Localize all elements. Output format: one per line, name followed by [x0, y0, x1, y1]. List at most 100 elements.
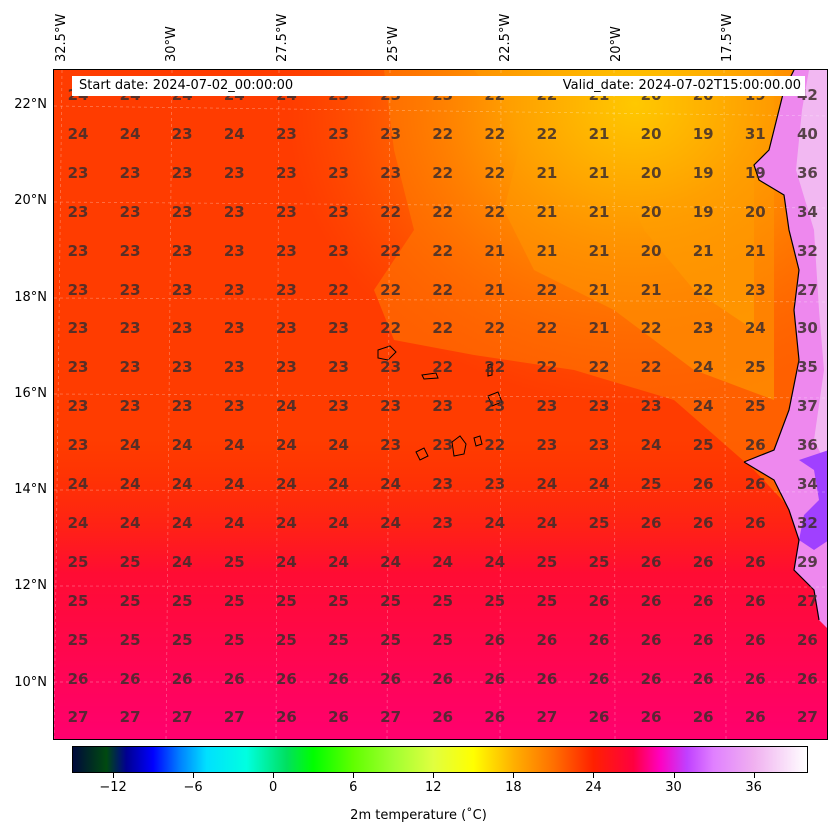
grid-value: 25 [171, 630, 193, 649]
grid-value: 23 [223, 163, 245, 182]
grid-value: 22 [588, 358, 610, 377]
grid-value: 23 [275, 124, 297, 143]
grid-value: 24 [275, 475, 297, 493]
grid-value: 23 [432, 436, 454, 455]
grid-value: 23 [223, 319, 245, 338]
grid-value: 23 [119, 202, 141, 221]
grid-value: 23 [432, 397, 454, 416]
grid-value: 24 [328, 436, 349, 455]
lon-label-27-5w: 27.5°W [275, 13, 290, 62]
colorbar-tick-label: 6 [349, 780, 358, 795]
grid-value: 24 [171, 513, 193, 532]
grid-value: 34 [796, 202, 818, 221]
grid-value: 26 [744, 513, 766, 532]
grid-value: 23 [171, 280, 193, 299]
grid-value: 22 [484, 202, 506, 221]
grid-value: 26 [744, 630, 766, 649]
lat-label-10n: 10°N [14, 675, 47, 690]
grid-value: 25 [640, 475, 662, 493]
colorbar-tick-label: 18 [505, 780, 522, 795]
grid-value: 23 [588, 397, 610, 416]
grid-value: 26 [744, 436, 766, 455]
grid-value: 32 [796, 241, 818, 260]
lon-label-22-5w: 22.5°W [498, 13, 513, 62]
lat-label-18n: 18°N [14, 290, 47, 305]
grid-value: 22 [484, 163, 506, 182]
colorbar-tick-label: 36 [745, 780, 762, 795]
grid-value: 32 [796, 513, 818, 532]
grid-value: 25 [432, 630, 454, 649]
grid-value: 27 [223, 708, 245, 727]
grid-value: 24 [380, 513, 402, 532]
grid-value: 20 [744, 202, 766, 221]
grid-value: 24 [171, 552, 193, 571]
grid-value: 22 [484, 436, 506, 455]
grid-value: 20 [640, 124, 662, 143]
grid-value: 26 [536, 669, 558, 688]
grid-value: 26 [484, 708, 506, 727]
lat-label-22n: 22°N [14, 97, 47, 112]
grid-value: 23 [328, 241, 349, 260]
grid-value: 22 [328, 280, 349, 299]
grid-value: 26 [692, 708, 714, 727]
grid-value: 23 [484, 475, 506, 493]
grid-value: 23 [432, 475, 454, 493]
grid-value: 24 [67, 475, 89, 493]
grid-value: 26 [692, 630, 714, 649]
grid-value: 26 [119, 669, 141, 688]
grid-value: 23 [380, 397, 402, 416]
grid-value: 25 [744, 397, 766, 416]
colorbar-tick-label: 30 [665, 780, 682, 795]
grid-value: 24 [223, 436, 245, 455]
grid-value: 23 [223, 241, 245, 260]
grid-value: 25 [67, 591, 89, 610]
grid-value: 29 [796, 552, 818, 571]
grid-value: 25 [119, 591, 141, 610]
grid-value: 23 [588, 436, 610, 455]
grid-value: 25 [223, 591, 245, 610]
colorbar-tick-label: −6 [183, 780, 203, 795]
grid-value: 25 [67, 630, 89, 649]
grid-value: 22 [380, 202, 402, 221]
lat-label-14n: 14°N [14, 482, 47, 497]
grid-value: 25 [223, 630, 245, 649]
grid-value: 24 [588, 475, 610, 493]
grid-value: 23 [328, 358, 349, 377]
grid-value: 26 [640, 630, 662, 649]
grid-value: 25 [536, 552, 558, 571]
grid-value: 26 [796, 630, 818, 649]
grid-value: 23 [119, 358, 141, 377]
grid-value: 21 [588, 241, 610, 260]
grid-value: 25 [119, 552, 141, 571]
grid-value: 40 [796, 124, 818, 143]
grid-value: 26 [640, 513, 662, 532]
grid-value: 19 [744, 163, 766, 182]
grid-value: 23 [119, 397, 141, 416]
colorbar-tick-label: 24 [585, 780, 602, 795]
grid-value: 24 [536, 513, 558, 532]
grid-value: 22 [432, 319, 454, 338]
grid-value: 26 [380, 669, 402, 688]
grid-value: 23 [171, 319, 193, 338]
grid-value: 21 [484, 241, 506, 260]
grid-value: 21 [588, 202, 610, 221]
grid-value: 23 [275, 163, 297, 182]
grid-value: 23 [171, 358, 193, 377]
grid-value: 26 [640, 708, 662, 727]
grid-value: 26 [640, 591, 662, 610]
grid-value: 24 [640, 436, 662, 455]
colorbar-tick-mark [593, 773, 595, 778]
grid-value: 26 [536, 630, 558, 649]
grid-value: 24 [536, 475, 558, 493]
grid-value: 24 [275, 436, 297, 455]
grid-value: 23 [171, 241, 193, 260]
grid-value: 24 [275, 552, 297, 571]
grid-value: 27 [380, 708, 402, 727]
grid-value: 22 [640, 358, 662, 377]
grid-value: 26 [484, 630, 506, 649]
grid-value: 23 [119, 163, 141, 182]
grid-value: 26 [744, 591, 766, 610]
grid-value: 26 [484, 669, 506, 688]
grid-value: 22 [536, 124, 558, 143]
lat-label-12n: 12°N [14, 578, 47, 593]
